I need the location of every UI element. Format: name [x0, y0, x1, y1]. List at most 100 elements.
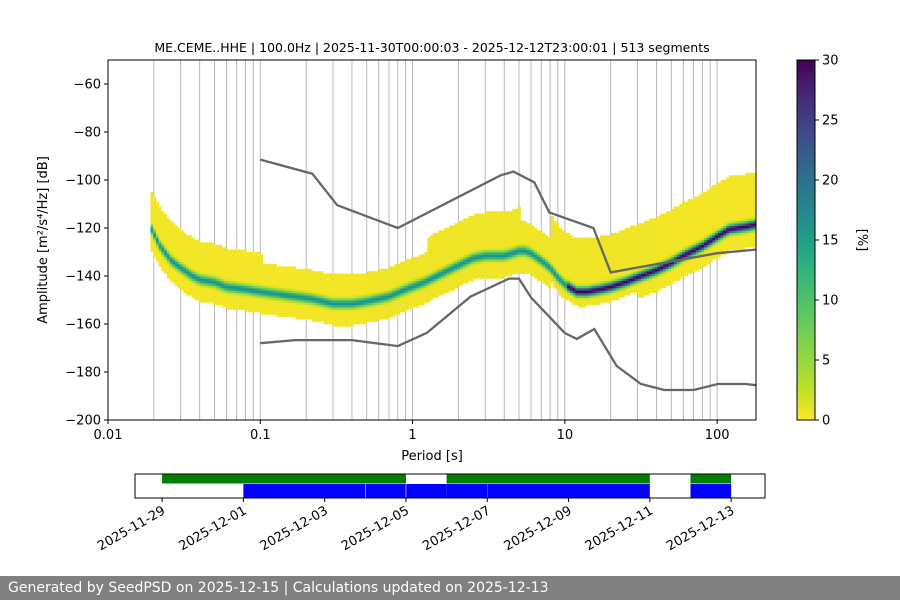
heatmap-cell	[180, 276, 184, 279]
heatmap-cell	[509, 225, 513, 229]
heatmap-cell	[364, 276, 368, 279]
heatmap-cell	[345, 292, 349, 296]
heatmap-cell	[260, 300, 264, 303]
heatmap-cell	[638, 256, 642, 260]
heatmap-cell	[460, 278, 464, 282]
heatmap-cell	[334, 295, 338, 298]
heatmap-cell	[462, 276, 466, 279]
heatmap-cell	[597, 295, 601, 298]
heatmap-cell	[635, 268, 639, 272]
heatmap-cell	[391, 309, 395, 313]
heatmap-cell	[556, 264, 560, 267]
heatmap-cell	[408, 280, 412, 284]
heatmap-cell	[430, 290, 434, 294]
heatmap-cell	[528, 228, 532, 231]
heatmap-cell	[501, 213, 505, 217]
heatmap-cell	[251, 256, 255, 260]
heatmap-cell	[597, 252, 601, 255]
heatmap-cell	[438, 256, 442, 260]
heatmap-cell	[208, 271, 212, 274]
heatmap-cell	[350, 285, 354, 289]
heatmap-cell	[654, 252, 658, 255]
heatmap-cell	[657, 218, 661, 222]
heatmap-cell	[298, 271, 302, 274]
heatmap-cell	[235, 266, 239, 270]
heatmap-cell	[175, 228, 179, 231]
heatmap-cell	[265, 300, 269, 303]
heatmap-cell	[643, 225, 647, 229]
heatmap-cell	[668, 252, 672, 255]
heatmap-cell	[317, 280, 321, 284]
heatmap-cell	[586, 295, 590, 298]
heatmap-cell	[602, 285, 606, 289]
heatmap-cell	[523, 254, 527, 258]
heatmap-cell	[671, 254, 675, 258]
heatmap-cell	[512, 220, 516, 224]
heatmap-cell	[520, 220, 524, 224]
heatmap-cell	[345, 304, 349, 308]
heatmap-cell	[619, 266, 623, 270]
heatmap-cell	[539, 235, 543, 238]
heatmap-cell	[317, 283, 321, 286]
heatmap-cell	[188, 252, 192, 255]
heatmap-cell	[427, 266, 431, 270]
heatmap-cell	[682, 204, 686, 207]
heatmap-cell	[265, 309, 269, 313]
heatmap-cell	[616, 266, 620, 270]
heatmap-cell	[180, 242, 184, 246]
heatmap-cell	[517, 218, 521, 222]
heatmap-cell	[153, 201, 157, 205]
heatmap-cell	[366, 285, 371, 289]
heatmap-cell	[312, 302, 316, 306]
heatmap-cell	[569, 290, 573, 294]
heatmap-cell	[383, 304, 387, 308]
heatmap-cell	[262, 292, 266, 296]
heatmap-cell	[356, 285, 360, 289]
heatmap-cell	[476, 213, 480, 217]
heatmap-cell	[599, 295, 604, 298]
heatmap-cell	[613, 232, 617, 236]
heatmap-cell	[495, 211, 499, 214]
heatmap-cell	[462, 249, 466, 253]
heatmap-cell	[424, 292, 428, 296]
heatmap-cell	[610, 268, 614, 272]
heatmap-cell	[679, 247, 683, 250]
heatmap-cell	[391, 276, 395, 279]
heatmap-cell	[668, 254, 672, 258]
heatmap-cell	[504, 268, 508, 272]
heatmap-cell	[687, 218, 691, 222]
heatmap-cell	[213, 247, 217, 250]
heatmap-cell	[608, 259, 612, 262]
heatmap-cell	[663, 271, 667, 274]
heatmap-cell	[177, 271, 181, 274]
heatmap-cell	[328, 314, 332, 318]
heatmap-cell	[323, 295, 327, 298]
heatmap-cell	[279, 280, 283, 284]
heatmap-cell	[227, 285, 231, 289]
heatmap-cell	[558, 242, 562, 246]
heatmap-cell	[665, 273, 669, 277]
heatmap-cell	[668, 223, 672, 226]
heatmap-cell	[194, 276, 198, 279]
heatmap-cell	[457, 276, 461, 279]
heatmap-cell	[679, 225, 683, 229]
heatmap-cell	[613, 240, 617, 243]
heatmap-cell	[243, 292, 247, 296]
heatmap-cell	[191, 256, 195, 260]
heatmap-cell	[427, 247, 431, 250]
heatmap-cell	[621, 252, 625, 255]
heatmap-cell	[386, 278, 390, 282]
heatmap-cell	[498, 240, 502, 243]
heatmap-cell	[665, 280, 669, 284]
heatmap-cell	[271, 307, 275, 310]
heatmap-cell	[353, 312, 357, 315]
heatmap-cell	[188, 261, 192, 265]
heatmap-cell	[246, 292, 250, 296]
heatmap-cell	[564, 273, 568, 277]
heatmap-cell	[630, 232, 634, 236]
heatmap-cell	[536, 237, 540, 241]
heatmap-cell	[613, 273, 617, 277]
heatmap-cell	[630, 283, 634, 286]
heatmap-cell	[451, 230, 456, 234]
heatmap-cell	[235, 290, 239, 294]
